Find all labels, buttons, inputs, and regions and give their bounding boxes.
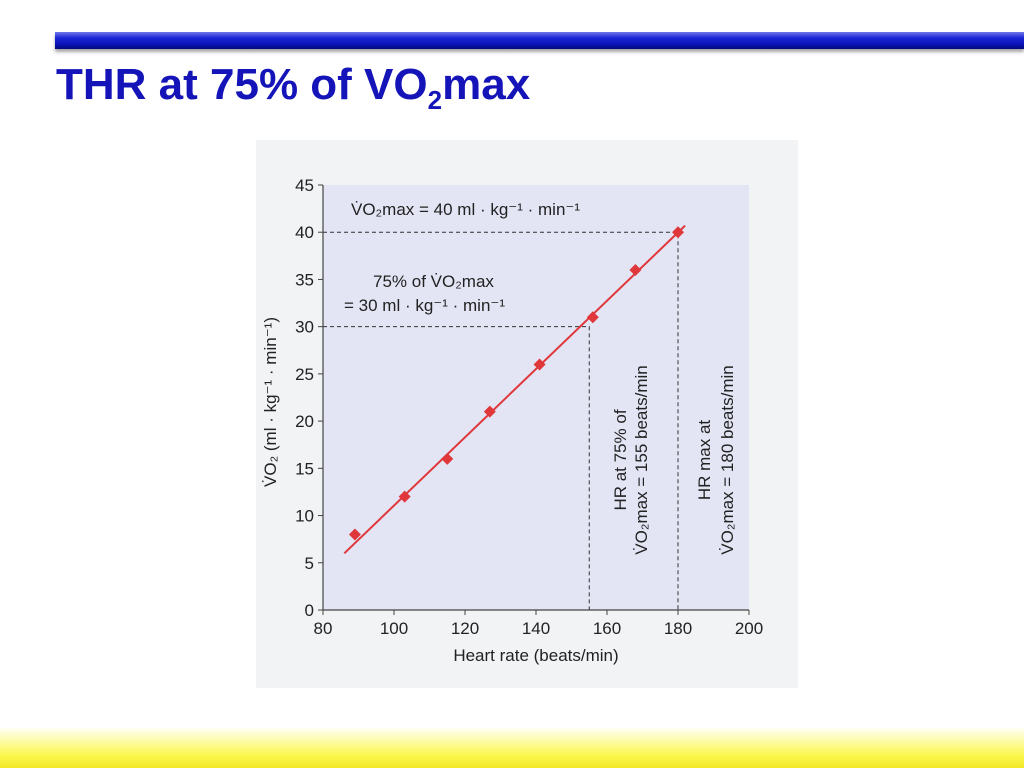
data-point — [586, 311, 599, 324]
data-point — [398, 490, 411, 503]
y-tick-label: 30 — [295, 318, 314, 337]
y-tick-label: 25 — [295, 365, 314, 384]
annotation-hr75-line1: HR at 75% of — [611, 409, 630, 510]
slide-title: THR at 75% of VO2max — [56, 60, 530, 116]
annotation-75pct-line2: = 30 ml · kg⁻¹ · min⁻¹ — [344, 296, 505, 315]
x-axis-label: Heart rate (beats/min) — [453, 646, 618, 665]
y-tick-label: 0 — [305, 601, 314, 620]
chart-figure: 0 5 10 15 20 25 30 35 40 45 80 100 120 140 160 180 200 H… — [256, 140, 798, 688]
y-tick-label: 15 — [295, 459, 314, 478]
data-point — [441, 452, 454, 465]
data-point — [348, 528, 361, 541]
title-end: max — [442, 60, 531, 109]
y-tick-label: 40 — [295, 223, 314, 242]
x-tick-label: 180 — [664, 619, 692, 638]
annotation-hrmax-line1: HR max at — [695, 420, 714, 501]
bottom-bar — [0, 728, 1024, 768]
data-point — [533, 358, 546, 371]
y-tick-label: 20 — [295, 412, 314, 431]
plot-background — [323, 185, 749, 610]
x-tick-label: 120 — [451, 619, 479, 638]
y-tick-label: 5 — [305, 554, 314, 573]
y-axis-label: V̇O₂ (ml · kg⁻¹ · min⁻¹) — [261, 317, 280, 487]
data-point — [629, 264, 642, 276]
y-tick-label: 35 — [295, 270, 314, 289]
x-tick-label: 160 — [593, 619, 621, 638]
reference-line-75pct — [323, 326, 590, 610]
annotation-75pct-line1: 75% of V̇O₂max — [373, 272, 494, 291]
y-tick-label: 45 — [295, 176, 314, 195]
x-tick-label: 140 — [522, 619, 550, 638]
chart-svg: 0 5 10 15 20 25 30 35 40 45 80 100 120 140 160 180 200 H… — [261, 176, 763, 665]
x-tick-label: 80 — [314, 619, 333, 638]
annotation-hr75-line2: V̇O₂max = 155 beats/min — [632, 365, 651, 554]
title-subscript: 2 — [427, 84, 443, 115]
annotation-vo2max: V̇O₂max = 40 ml · kg⁻¹ · min⁻¹ — [351, 200, 580, 219]
data-point — [672, 226, 684, 239]
data-point — [483, 405, 496, 418]
annotation-hrmax-line2: V̇O₂max = 180 beats/min — [718, 365, 737, 554]
title-main: THR at 75% of VO — [56, 60, 428, 109]
y-tick-label: 10 — [295, 507, 314, 526]
x-tick-label: 200 — [735, 619, 763, 638]
top-title-bar — [55, 32, 1024, 49]
x-tick-label: 100 — [380, 619, 408, 638]
